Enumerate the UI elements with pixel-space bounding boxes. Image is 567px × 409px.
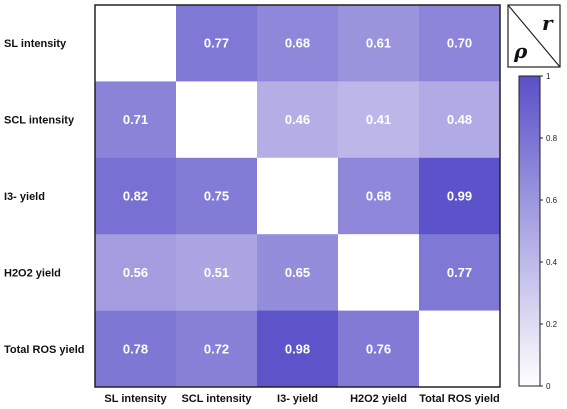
row-labels: SL intensity SCL intensity I3- yield H2O2 y…: [4, 38, 84, 356]
cell-value-label: 0.82: [123, 189, 148, 204]
heatmap-cell: [176, 234, 258, 311]
row-label: I3- yield: [4, 191, 45, 203]
cell-value-label: 0.68: [285, 36, 310, 51]
heatmap-cell: [176, 157, 258, 235]
colorbar-tick-label: 0.6: [546, 196, 558, 205]
heatmap-cell: [338, 5, 420, 82]
heatmap-cell: [257, 234, 339, 311]
cell-value-label: 0.48: [447, 112, 472, 127]
heatmap-cell: [338, 81, 420, 159]
cell-value-label: 0.56: [123, 265, 148, 280]
heatmap-cell: [257, 81, 339, 159]
heatmap-cell: [419, 5, 501, 82]
colorbar-tick-label: 0.8: [546, 134, 558, 143]
heatmap-cell: [95, 81, 177, 159]
heatmap-cell: [257, 5, 339, 82]
colorbar-tick-label: 0.2: [546, 320, 558, 329]
cell-value-label: 0.65: [285, 265, 310, 280]
heatmap-frame: [94, 4, 501, 388]
column-label: I3- yield: [277, 393, 318, 405]
cell-value-label: 0.98: [285, 341, 310, 356]
colorbar-gradient: [518, 75, 541, 387]
colorbar-tick-label: 0.4: [546, 258, 558, 267]
cell-value-label: 0.77: [204, 36, 229, 51]
corner-legend-diagonal: [507, 4, 561, 68]
heatmap-cell: [419, 81, 501, 159]
column-label: Total ROS yield: [419, 393, 499, 405]
column-label: SL intensity: [104, 393, 167, 405]
cell-value-label: 0.70: [447, 36, 472, 51]
column-labels: SL intensity SCL intensity I3- yield H2O2 y…: [104, 393, 499, 405]
heatmap-cell: [419, 234, 501, 311]
heatmap-cell: [176, 5, 258, 82]
column-label: SCL intensity: [181, 393, 252, 405]
heatmap-cell: [257, 310, 339, 388]
cell-value-label: 0.68: [366, 189, 391, 204]
colorbar: 0 0.2 0.4 0.6 0.8 1: [518, 72, 558, 391]
colorbar-ticks: 0 0.2 0.4 0.6 0.8 1: [540, 72, 558, 391]
heatmap-value-labels: 0.77 0.68 0.61 0.70 0.71 0.46 0.41 0.48 0.82 0.75…: [123, 36, 472, 357]
cell-value-label: 0.41: [366, 112, 391, 127]
heatmap-cell: [176, 81, 258, 159]
cell-value-label: 0.61: [366, 36, 391, 51]
corner-legend: r ρ: [507, 4, 561, 68]
heatmap-cell: [95, 157, 177, 235]
row-label: SCL intensity: [4, 115, 75, 127]
cell-value-label: 0.71: [123, 112, 148, 127]
row-label: SL intensity: [4, 38, 67, 50]
row-label: Total ROS yield: [4, 344, 84, 356]
cell-value-label: 0.46: [285, 112, 310, 127]
heatmap-cell: [419, 157, 501, 235]
colorbar-tick-label: 0: [546, 382, 551, 391]
cell-value-label: 0.78: [123, 341, 148, 356]
cell-value-label: 0.99: [447, 189, 472, 204]
cell-value-label: 0.72: [204, 341, 229, 356]
column-label: H2O2 yield: [350, 393, 407, 405]
cell-value-label: 0.77: [447, 265, 472, 280]
row-label: H2O2 yield: [4, 267, 61, 279]
heatmap-cells: [95, 5, 501, 388]
heatmap-cell: [95, 5, 177, 82]
corner-legend-upper: r: [542, 11, 554, 35]
heatmap-cell: [419, 310, 501, 388]
cell-value-label: 0.75: [204, 189, 229, 204]
cell-value-label: 0.76: [366, 341, 391, 356]
heatmap-cell: [338, 157, 420, 235]
heatmap-cell: [257, 157, 339, 235]
heatmap-cell: [338, 234, 420, 311]
corner-legend-lower: ρ: [513, 39, 528, 63]
heatmap-cell: [95, 234, 177, 311]
heatmap-cell: [176, 310, 258, 388]
heatmap-cell: [338, 310, 420, 388]
heatmap-cell: [95, 310, 177, 388]
colorbar-tick-label: 1: [546, 72, 551, 81]
cell-value-label: 0.51: [204, 265, 229, 280]
